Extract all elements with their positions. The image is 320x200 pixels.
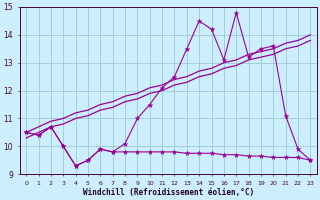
X-axis label: Windchill (Refroidissement éolien,°C): Windchill (Refroidissement éolien,°C) — [83, 188, 254, 197]
